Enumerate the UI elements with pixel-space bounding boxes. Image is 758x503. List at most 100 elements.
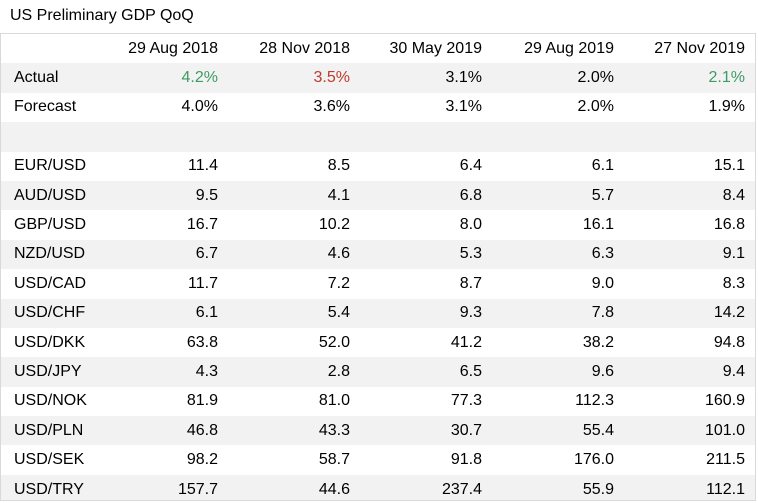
row-label: USD/JPY	[14, 362, 82, 380]
table-cell: 6.1	[591, 157, 614, 175]
table-cell: 6.3	[591, 245, 614, 263]
row-label: USD/PLN	[14, 421, 84, 439]
table-cell: 7.2	[327, 274, 350, 292]
table-cell: 46.8	[186, 421, 218, 439]
table-cell: 160.9	[704, 392, 745, 410]
table-cell: 6.1	[195, 304, 218, 322]
table-cell: 55.4	[582, 421, 614, 439]
row-label: USD/SEK	[14, 451, 85, 469]
table-cell: 112.3	[575, 392, 614, 410]
column-header: 30 May 2019	[389, 39, 482, 57]
table-cell: 63.8	[186, 333, 218, 351]
table-cell: 81.9	[186, 392, 218, 410]
column-header: 28 Nov 2018	[259, 39, 350, 57]
table-cell: 91.8	[450, 451, 482, 469]
column-header: 29 Aug 2019	[524, 39, 614, 57]
column-header: 27 Nov 2019	[654, 39, 745, 57]
table-row: USD/TRY 157.7 44.6 237.4 55.9 112.1	[1, 474, 755, 500]
table-cell: 41.2	[450, 333, 482, 351]
table-cell: 5.7	[591, 186, 614, 204]
table-cell: 4.6	[327, 245, 350, 263]
table-cell: 81.0	[318, 392, 350, 410]
table-cell: 157.7	[177, 480, 218, 498]
table-cell: 9.5	[195, 186, 218, 204]
table-cell: 16.1	[582, 216, 614, 234]
table-cell: 15.1	[713, 157, 745, 175]
row-label: EUR/USD	[14, 157, 87, 175]
table-row: USD/PLN 46.8 43.3 30.7 55.4 101.0	[1, 416, 755, 446]
table-cell: 38.2	[582, 333, 614, 351]
table-cell: 8.5	[327, 157, 350, 175]
table-row: EUR/USD 11.4 8.5 6.4 6.1 15.1	[1, 152, 755, 181]
table-cell: 7.8	[591, 304, 614, 322]
table-row: USD/DKK 63.8 52.0 41.2 38.2 94.8	[1, 328, 755, 357]
table-row: Forecast 4.0% 3.6% 3.1% 2.0% 1.9%	[1, 93, 755, 122]
table-cell: 2.8	[327, 362, 350, 380]
table-cell: 2.0%	[577, 69, 614, 87]
table-cell	[494, 122, 626, 151]
table-cell: 5.4	[327, 304, 350, 322]
table-cell: 11.7	[188, 274, 218, 292]
table-row: USD/JPY 4.3 2.8 6.5 9.6 9.4	[1, 357, 755, 387]
table-cell: 176.0	[573, 451, 614, 469]
table-cell: 9.4	[722, 362, 745, 380]
table-cell: 6.4	[459, 157, 482, 175]
table-cell: 5.3	[459, 245, 482, 263]
table-row: USD/NOK 81.9 81.0 77.3 112.3 160.9	[1, 387, 755, 416]
table-cell: 44.6	[318, 480, 350, 498]
table-cell: 8.3	[722, 274, 745, 292]
table-row: NZD/USD 6.7 4.6 5.3 6.3 9.1	[1, 239, 755, 270]
table-cell	[99, 122, 230, 151]
table-cell: 94.8	[713, 333, 745, 351]
row-label: NZD/USD	[14, 245, 86, 263]
table-cell: 3.1%	[445, 98, 482, 116]
row-label: USD/TRY	[14, 480, 84, 498]
table-cell: 9.3	[459, 304, 482, 322]
table-cell: 2.0%	[577, 98, 614, 116]
table-title: US Preliminary GDP QoQ	[10, 7, 194, 24]
data-table-frame: 29 Aug 2018 28 Nov 2018 30 May 2019 29 A…	[0, 33, 756, 501]
table-row: AUD/USD 9.5 4.1 6.8 5.7 8.4	[1, 180, 755, 211]
row-label: Actual	[14, 69, 59, 87]
table-cell: 3.5%	[313, 69, 350, 87]
header-row: 29 Aug 2018 28 Nov 2018 30 May 2019 29 A…	[1, 34, 755, 63]
table-cell: 4.1	[327, 186, 350, 204]
table-cell: 77.3	[450, 392, 482, 410]
table-cell: 6.7	[195, 245, 218, 263]
column-header: 29 Aug 2018	[128, 39, 218, 57]
table-row: Actual 4.2% 3.5% 3.1% 2.0% 2.1%	[1, 63, 755, 93]
table-cell: 43.3	[318, 421, 350, 439]
table-cell: 52.0	[318, 333, 350, 351]
table-row	[1, 122, 755, 152]
table-cell	[362, 122, 494, 151]
table-cell: 9.0	[591, 274, 614, 292]
table-cell: 4.3	[195, 362, 218, 380]
table-cell: 98.2	[186, 451, 218, 469]
table-cell: 101.0	[704, 421, 745, 439]
table-cell: 58.7	[318, 451, 350, 469]
table-cell: 3.1%	[445, 69, 482, 87]
table-row: GBP/USD 16.7 10.2 8.0 16.1 16.8	[1, 210, 755, 239]
row-label: USD/DKK	[14, 333, 86, 351]
table-cell: 112.1	[706, 480, 745, 498]
table-cell: 8.0	[459, 216, 482, 234]
table-cell: 11.4	[188, 157, 218, 175]
table-cell: 4.0%	[181, 98, 218, 116]
row-label	[1, 122, 99, 151]
table-cell: 211.5	[706, 451, 745, 469]
table-cell: 6.5	[459, 362, 482, 380]
table-cell: 6.8	[459, 186, 482, 204]
table-cell: 8.4	[722, 186, 745, 204]
table-cell: 10.2	[318, 216, 350, 234]
row-label: USD/CAD	[14, 274, 87, 292]
table-row: USD/CHF 6.1 5.4 9.3 7.8 14.2	[1, 298, 755, 328]
row-label: USD/CHF	[14, 304, 86, 322]
gdp-table: 29 Aug 2018 28 Nov 2018 30 May 2019 29 A…	[1, 34, 755, 500]
table-cell: 14.2	[713, 304, 745, 322]
table-cell: 1.9%	[708, 98, 745, 116]
row-label: USD/NOK	[14, 392, 87, 410]
table-cell: 2.1%	[708, 69, 745, 87]
table-cell: 30.7	[450, 421, 482, 439]
table-row: USD/CAD 11.7 7.2 8.7 9.0 8.3	[1, 269, 755, 298]
table-cell: 4.2%	[181, 69, 218, 87]
